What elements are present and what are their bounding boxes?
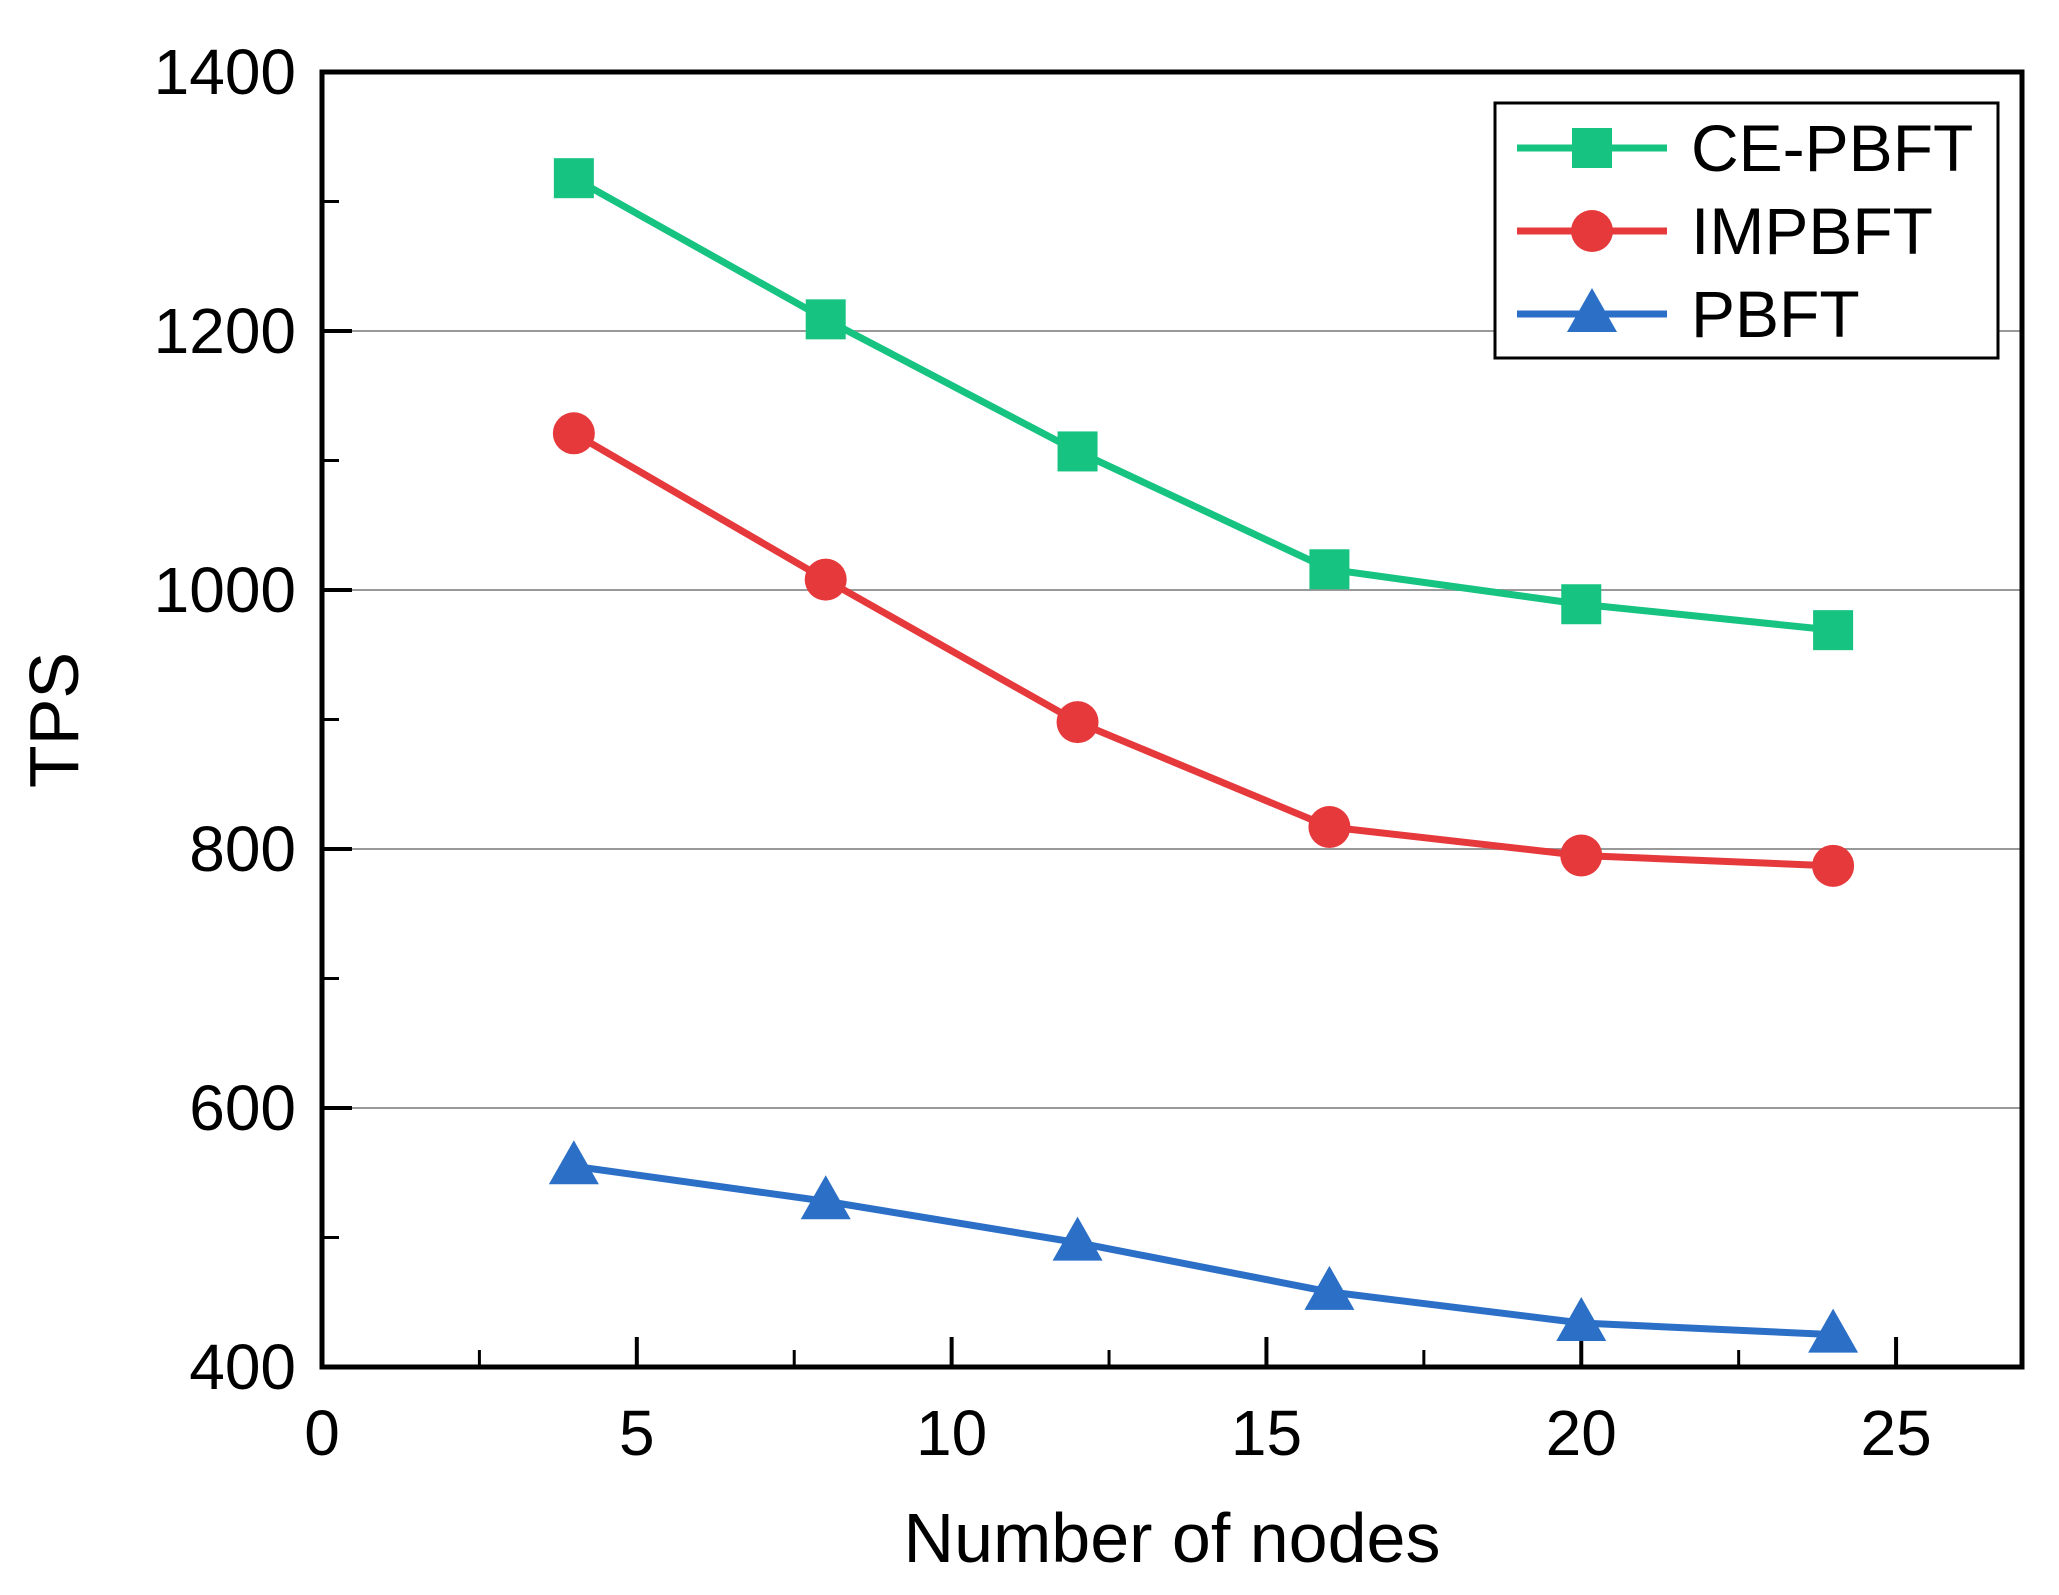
- data-point-ce-pbft-4: [553, 158, 594, 199]
- data-point-ce-pbft-12: [1057, 431, 1098, 472]
- data-point-ce-pbft-24: [1813, 610, 1854, 651]
- data-point-pbft-24: [1808, 1308, 1859, 1353]
- x-tick-label-15: 15: [1231, 1397, 1302, 1469]
- x-axis-title: Number of nodes: [904, 1499, 1441, 1577]
- axes-layer: 400 600 800 1000 1200 1400 0 5 10 15 20 25: [154, 36, 2025, 1469]
- data-point-pbft-16: [1304, 1265, 1355, 1310]
- y-tick-label-1000: 1000: [154, 554, 296, 626]
- y-tick-label-800: 800: [189, 813, 296, 885]
- data-point-impbft-8: [804, 558, 847, 601]
- legend-label-impbft: IMPBFT: [1691, 194, 1933, 268]
- data-point-pbft-20: [1556, 1296, 1607, 1341]
- series-line-ce-pbft: [570, 174, 1837, 634]
- y-tick-label-1400: 1400: [154, 36, 296, 108]
- series-impbft: [552, 412, 1855, 887]
- data-point-impbft-12: [1056, 701, 1099, 744]
- data-point-impbft-16: [1308, 805, 1351, 848]
- x-tick-label-0: 0: [304, 1397, 340, 1469]
- x-tick-label-20: 20: [1546, 1397, 1617, 1469]
- legend-item-impbft: IMPBFT: [1517, 194, 1933, 268]
- legend-marker-circle-icon: [1571, 210, 1613, 252]
- legend-label-pbft: PBFT: [1691, 277, 1860, 351]
- legend: CE-PBFT IMPBFT PBFT: [1493, 101, 2000, 360]
- y-axis-title: TPS: [15, 652, 93, 788]
- series-ce-pbft: [553, 158, 1854, 651]
- series-pbft: [548, 1140, 1859, 1353]
- legend-marker-square-icon: [1572, 128, 1612, 168]
- y-tick-label-1200: 1200: [154, 295, 296, 367]
- series-line-impbft: [570, 429, 1837, 870]
- data-point-ce-pbft-16: [1309, 549, 1350, 590]
- y-tick-label-400: 400: [189, 1331, 296, 1403]
- legend-label-ce-pbft: CE-PBFT: [1691, 111, 1973, 185]
- data-point-ce-pbft-20: [1561, 584, 1602, 625]
- data-point-pbft-12: [1052, 1216, 1103, 1261]
- data-point-impbft-4: [552, 412, 595, 455]
- legend-item-pbft: PBFT: [1517, 277, 1860, 351]
- y-tick-label-600: 600: [189, 1072, 296, 1144]
- data-point-pbft-8: [800, 1175, 851, 1220]
- data-point-ce-pbft-8: [805, 299, 846, 340]
- legend-item-ce-pbft: CE-PBFT: [1517, 111, 1973, 185]
- x-tick-label-10: 10: [916, 1397, 987, 1469]
- data-point-pbft-4: [548, 1140, 599, 1185]
- legend-marker-triangle-icon: [1567, 288, 1617, 332]
- x-tick-label-25: 25: [1860, 1397, 1931, 1469]
- data-point-impbft-20: [1560, 834, 1603, 877]
- x-tick-label-5: 5: [619, 1397, 655, 1469]
- series-layer: [548, 158, 1859, 1353]
- series-line-pbft: [570, 1162, 1837, 1339]
- data-point-impbft-24: [1812, 844, 1855, 887]
